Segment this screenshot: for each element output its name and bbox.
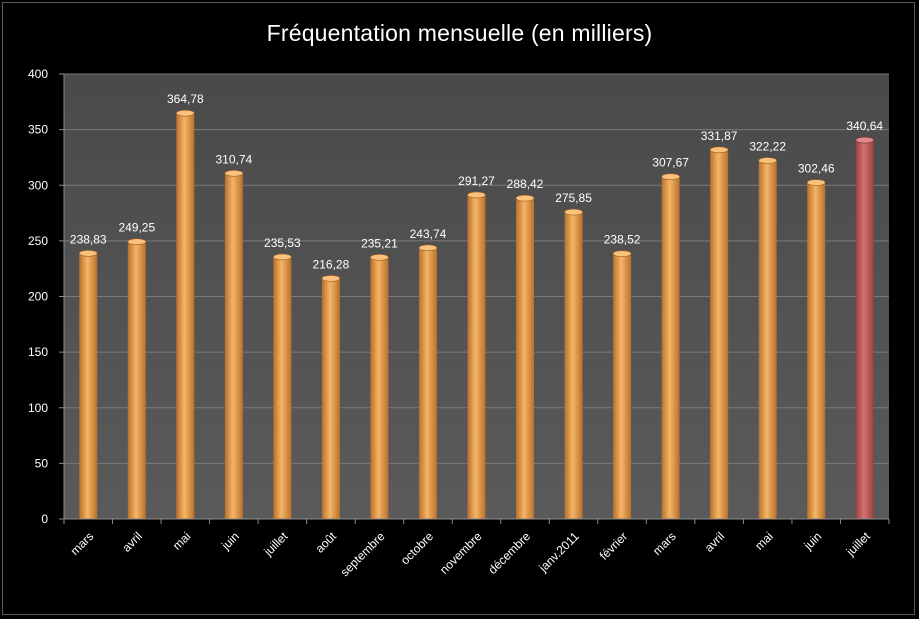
bar [79, 253, 98, 519]
data-label: 288,42 [507, 177, 544, 191]
y-tick-label: 250 [28, 234, 48, 248]
bar-cap [78, 250, 98, 257]
x-tick-label: mars [650, 529, 679, 558]
y-tick-label: 350 [28, 123, 48, 137]
x-tick-label: octobre [398, 529, 436, 567]
bar [224, 173, 243, 519]
bar [613, 253, 632, 520]
x-tick-label: février [597, 529, 630, 562]
data-label: 235,21 [361, 236, 398, 250]
x-tick-label: mars [68, 529, 97, 558]
x-tick-label: juillet [843, 529, 873, 559]
data-label: 249,25 [118, 221, 155, 235]
x-tick-label: mai [752, 529, 776, 553]
y-tick-label: 0 [41, 512, 48, 526]
bar-cap [273, 253, 292, 261]
x-tick-label: décembre [486, 529, 534, 577]
x-tick-label: avril [702, 529, 727, 554]
chart-title: Fréquentation mensuelle (en milliers) [266, 20, 653, 46]
bar [661, 176, 680, 520]
bar-cap [564, 208, 583, 216]
data-label: 307,67 [652, 156, 689, 170]
bar [758, 160, 777, 519]
bar-cap [370, 254, 389, 261]
bar [516, 198, 535, 519]
data-label: 364,78 [167, 92, 204, 106]
x-tick-label: juin [801, 529, 825, 553]
bar [321, 278, 340, 519]
data-label: 291,27 [458, 174, 495, 188]
bar [127, 241, 146, 519]
y-tick-label: 150 [28, 345, 48, 359]
y-tick-label: 200 [28, 290, 48, 304]
bar [273, 256, 292, 519]
bar-cap [467, 191, 486, 199]
x-tick-label: juillet [261, 529, 291, 559]
y-tick-label: 100 [28, 401, 48, 415]
y-tick-label: 300 [28, 178, 48, 192]
bar [418, 247, 437, 520]
bar-cap [224, 170, 244, 177]
data-label: 238,83 [70, 232, 107, 246]
bar [564, 212, 583, 519]
data-label: 302,46 [798, 162, 835, 176]
data-label: 235,53 [264, 236, 301, 250]
x-tick-label: août [313, 529, 340, 556]
bar [710, 149, 729, 520]
x-tick-label: mai [170, 529, 194, 553]
bar [807, 182, 826, 519]
x-tick-label: septembre [338, 529, 388, 579]
data-label: 238,52 [604, 233, 641, 247]
data-label: 275,85 [555, 191, 592, 205]
y-tick-label: 400 [28, 67, 48, 81]
data-label: 331,87 [701, 129, 738, 143]
bar-cap [418, 244, 438, 252]
x-tick-label: janv.2011 [536, 529, 582, 575]
data-label: 322,22 [749, 140, 786, 154]
bar-cap [806, 179, 826, 186]
bar [176, 113, 195, 519]
x-tick-label: juin [218, 529, 242, 553]
bar-cap [612, 250, 632, 257]
bar-cap [855, 136, 875, 144]
bar-cap [661, 173, 680, 181]
bar-cap [127, 238, 147, 246]
data-label: 243,74 [410, 227, 447, 241]
bar [467, 194, 486, 519]
x-tick-label: novembre [437, 529, 485, 577]
x-tick-label: avril [119, 529, 144, 554]
bar-cap [515, 194, 535, 202]
y-tick-label: 50 [35, 456, 49, 470]
bar [855, 140, 874, 519]
bar-cap [709, 146, 729, 154]
bar-cap [321, 275, 341, 282]
data-label: 340,64 [846, 119, 883, 133]
bar-cap [758, 157, 777, 164]
data-label: 216,28 [313, 257, 350, 271]
bar [370, 257, 389, 519]
bar-cap [176, 109, 195, 117]
data-label: 310,74 [216, 152, 253, 166]
